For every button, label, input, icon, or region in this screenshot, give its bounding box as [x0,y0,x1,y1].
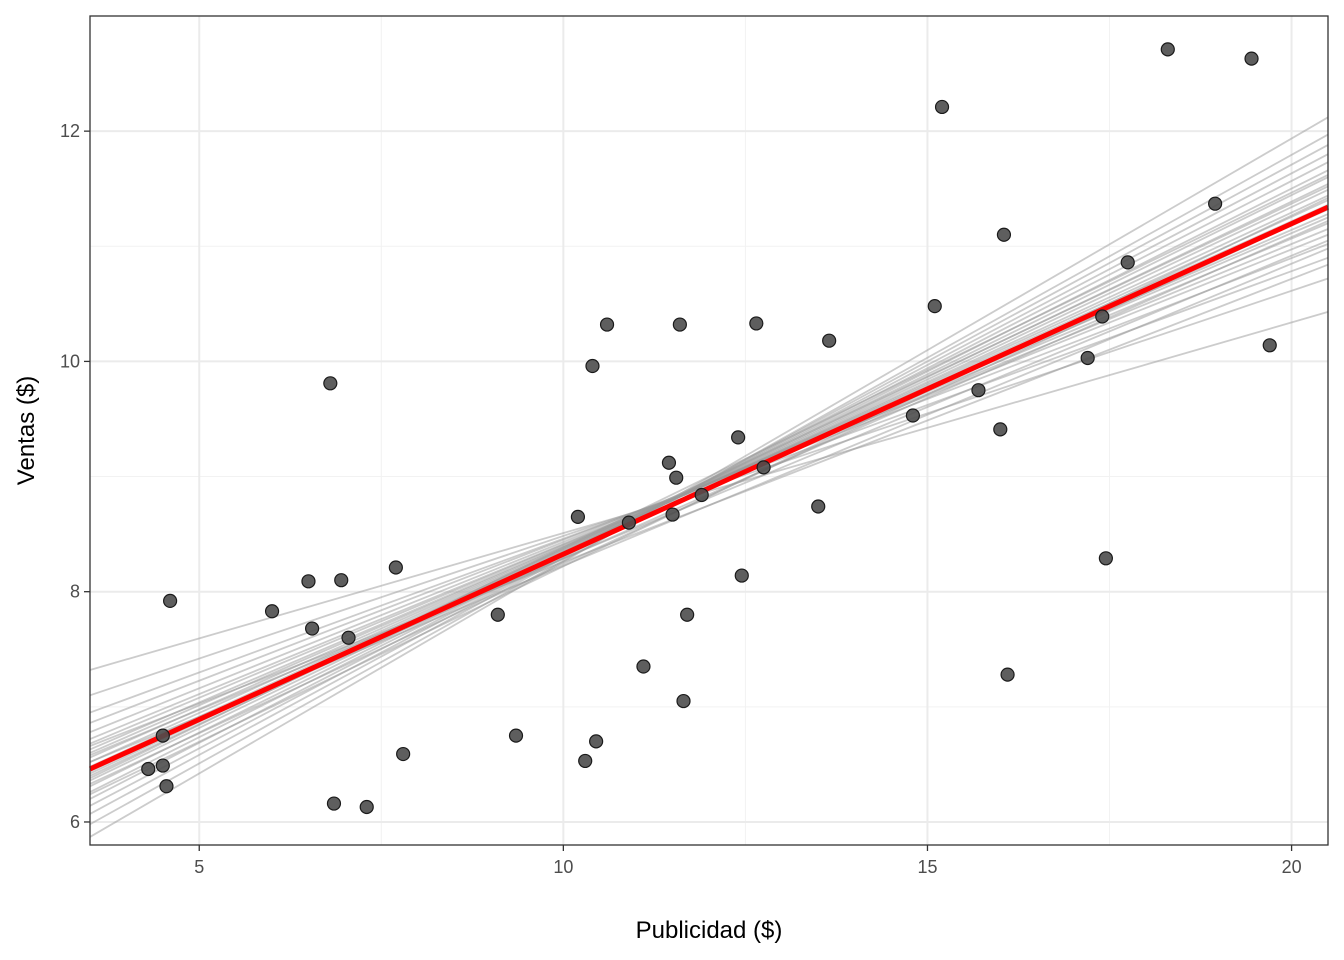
bootstrap-line-27 [89,197,1329,796]
data-point-19 [585,358,600,374]
data-point-25 [665,507,680,522]
data-point-51 [1262,338,1277,353]
data-point-31 [731,430,746,445]
data-point-27 [672,317,687,332]
data-point-36 [822,333,837,348]
data-point-21 [599,317,615,332]
data-point-1 [155,728,170,743]
data-point-43 [1000,667,1015,682]
data-point-11 [341,630,356,645]
data-point-49 [1208,196,1223,211]
data-point-29 [680,607,695,622]
data-point-17 [570,509,586,524]
data-point-30 [694,487,709,503]
data-point-46 [1098,551,1113,566]
data-point-6 [301,574,316,589]
bootstrap-line-0 [89,311,1329,671]
data-point-5 [264,604,280,619]
data-point-13 [388,560,403,575]
data-point-44 [1080,350,1095,366]
data-point-42 [996,227,1012,242]
data-point-41 [993,422,1008,437]
data-point-24 [661,455,677,470]
y-tick-label-8: 8 [70,582,80,602]
data-point-12 [359,799,374,815]
data-point-26 [669,470,684,485]
data-point-37 [905,408,921,423]
data-point-38 [927,299,942,314]
data-point-50 [1244,51,1259,66]
plot-panel-border [89,15,1329,846]
data-point-3 [159,779,174,794]
data-point-2 [155,758,170,773]
data-points [141,42,1277,815]
data-point-23 [636,659,651,674]
data-point-4 [163,593,178,609]
data-point-16 [508,728,524,743]
data-point-35 [811,499,826,514]
data-point-39 [934,99,950,115]
data-point-34 [756,460,771,475]
data-point-32 [734,568,749,583]
bootstrap-line-22 [89,239,1329,757]
data-point-47 [1120,255,1135,270]
data-point-45 [1095,309,1110,324]
data-point-20 [589,734,604,749]
x-tick-label-5: 5 [194,857,204,877]
x-tick-label-15: 15 [917,857,937,877]
y-tick-label-10: 10 [60,351,80,371]
x-axis-title: Publicidad ($) [636,917,783,944]
data-point-8 [323,376,338,391]
data-point-48 [1160,42,1175,57]
y-tick-label-12: 12 [60,121,80,141]
bootstrap-line-28 [89,263,1329,747]
data-point-15 [490,607,505,622]
data-point-28 [676,693,691,709]
data-point-18 [578,753,593,769]
fit-line-layer [88,204,1330,772]
data-point-9 [326,796,342,811]
data-point-22 [621,515,636,530]
data-point-7 [305,621,320,636]
data-point-33 [749,316,764,331]
data-point-14 [396,746,411,762]
x-axis: 5 10 15 20 [194,845,1302,877]
fit-line [88,204,1330,772]
y-axis-title: Ventas ($) [13,376,40,485]
data-point-10 [334,573,349,588]
y-tick-label-6: 6 [70,812,80,832]
x-tick-label-20: 20 [1282,857,1302,877]
data-point-0 [141,761,156,777]
x-tick-label-10: 10 [553,857,573,877]
bootstrap-lines [89,116,1329,838]
y-axis: 6 8 10 12 [60,121,90,832]
data-point-40 [971,383,986,398]
